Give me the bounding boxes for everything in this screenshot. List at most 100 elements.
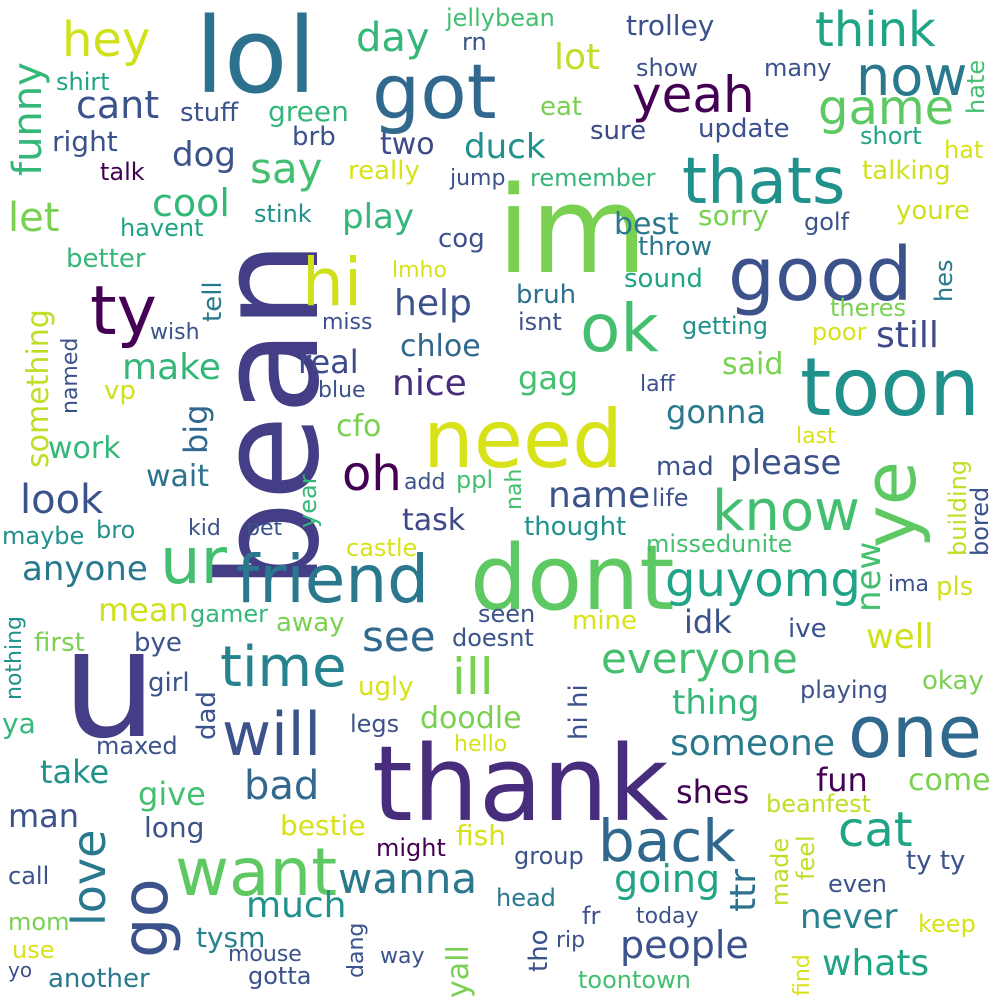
word-really: really xyxy=(348,156,420,186)
word-man: man xyxy=(8,797,80,835)
word-time: time xyxy=(220,635,347,700)
word-now: now xyxy=(856,45,968,108)
word-talking: talking xyxy=(862,156,951,186)
word-add: add xyxy=(404,470,446,495)
word-hi-hi: hi hi xyxy=(564,684,594,740)
word-going: going xyxy=(614,857,721,901)
word-idk: idk xyxy=(684,603,732,641)
word-kid: kid xyxy=(188,516,221,541)
word-nah: nah xyxy=(502,468,527,510)
word-new: new xyxy=(849,541,889,612)
word-stuff: stuff xyxy=(180,98,239,128)
word-tell: tell xyxy=(198,281,228,322)
word-everyone: everyone xyxy=(601,634,798,683)
word-duck: duck xyxy=(464,127,546,167)
word-ya: ya xyxy=(2,707,36,740)
word-bestie: bestie xyxy=(280,809,366,842)
word-say: say xyxy=(250,144,323,193)
word-thats: thats xyxy=(682,145,846,219)
word-maxed: maxed xyxy=(96,732,178,760)
word-sorry: sorry xyxy=(698,199,769,232)
word-hey: hey xyxy=(62,12,151,68)
word-ur: ur xyxy=(160,525,227,599)
word-im: im xyxy=(497,162,648,301)
word-gamer: gamer xyxy=(190,600,268,628)
word-havent: havent xyxy=(120,214,204,242)
word-take: take xyxy=(40,753,110,791)
word-playing: playing xyxy=(800,676,888,704)
word-come: come xyxy=(908,763,991,798)
word-friend: friend xyxy=(236,541,430,618)
word-today: today xyxy=(636,904,699,929)
word-even: even xyxy=(828,870,887,898)
word-pls: pls xyxy=(936,572,974,602)
word-seen: seen xyxy=(478,600,536,628)
word-throw: throw xyxy=(638,232,712,262)
word-named: named xyxy=(58,337,83,414)
word-got: got xyxy=(372,47,497,136)
word-away: away xyxy=(276,608,345,638)
word-ty-ty: ty ty xyxy=(906,846,966,876)
word-theres: theres xyxy=(830,294,906,322)
word-make: make xyxy=(122,347,221,388)
word-last: last xyxy=(796,424,836,449)
word-dog: dog xyxy=(172,135,236,175)
word-mouse: mouse xyxy=(228,942,302,967)
word-another: another xyxy=(48,964,150,994)
word-mom: mom xyxy=(8,908,70,936)
word-nice: nice xyxy=(392,363,467,404)
word-cog: cog xyxy=(438,224,485,254)
word-lol: lol xyxy=(195,0,317,117)
word-will: will xyxy=(222,700,322,770)
word-show: show xyxy=(636,54,699,82)
word-wait: wait xyxy=(146,459,210,494)
word-shirt: shirt xyxy=(56,68,110,96)
word-toontown: toontown xyxy=(578,966,691,994)
word-ugly: ugly xyxy=(358,672,414,702)
word-thank: thank xyxy=(372,723,669,845)
word-please: please xyxy=(730,443,842,483)
word-doodle: doodle xyxy=(420,701,522,736)
word-said: said xyxy=(722,347,784,382)
word-better: better xyxy=(66,244,146,274)
word-something: something xyxy=(21,309,56,468)
word-mad: mad xyxy=(656,452,714,482)
word-keep: keep xyxy=(918,910,976,938)
word-cool: cool xyxy=(152,181,230,225)
word-update: update xyxy=(698,114,790,144)
word-ppl: ppl xyxy=(456,466,494,494)
word-group: group xyxy=(514,842,584,870)
word-gotta: gotta xyxy=(248,962,312,990)
word-go: go xyxy=(109,878,183,958)
word-find: find xyxy=(790,954,815,996)
word-ye: ye xyxy=(848,461,932,548)
word-see: see xyxy=(362,612,436,661)
word-hes: hes xyxy=(930,259,958,302)
word-jellybean: jellybean xyxy=(446,4,555,32)
word-use: use xyxy=(12,936,55,964)
word-short: short xyxy=(860,122,922,150)
word-one: one xyxy=(848,690,982,774)
word-talk: talk xyxy=(100,158,145,186)
word-tysm: tysm xyxy=(196,921,266,954)
word-cat: cat xyxy=(838,802,913,858)
word-pet: pet xyxy=(246,516,283,541)
word-way: way xyxy=(380,944,425,969)
word-much: much xyxy=(246,885,347,926)
word-yo: yo xyxy=(8,958,33,982)
word-hello: hello xyxy=(454,732,508,757)
word-ive: ive xyxy=(788,614,827,644)
word-best: best xyxy=(614,207,679,242)
word-chloe: chloe xyxy=(400,329,481,364)
word-mine: mine xyxy=(572,606,638,636)
word-beanfest: beanfest xyxy=(766,790,872,818)
word-legs: legs xyxy=(350,710,400,738)
word-day: day xyxy=(356,15,430,61)
word-dang: dang xyxy=(344,922,369,978)
word-wish: wish xyxy=(150,320,200,345)
word-yall: yall xyxy=(441,945,476,998)
word-yeah: yeah xyxy=(632,66,755,124)
word-name: name xyxy=(548,475,651,516)
word-cant: cant xyxy=(76,83,160,127)
word-green: green xyxy=(268,95,349,128)
